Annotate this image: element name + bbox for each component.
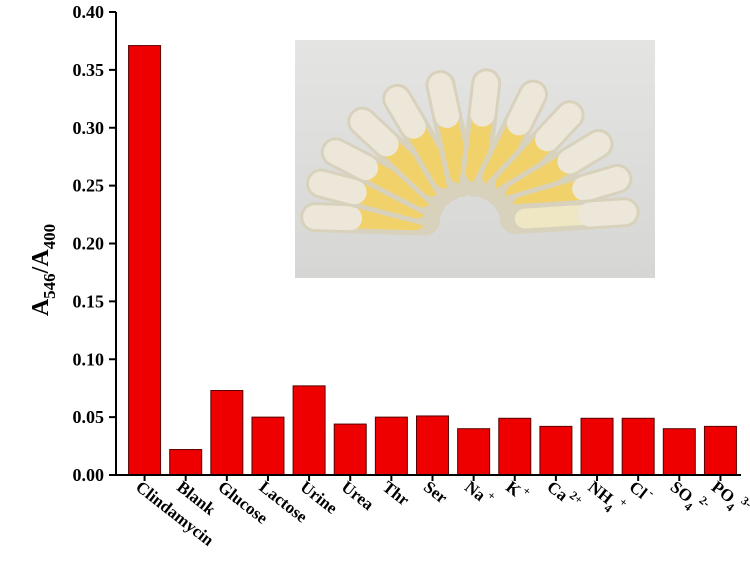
tube-cap bbox=[577, 200, 637, 227]
x-category-label: Na+ bbox=[461, 474, 499, 510]
y-tick-label: 0.00 bbox=[73, 465, 105, 485]
tube-cap bbox=[572, 166, 630, 201]
bar bbox=[210, 390, 244, 476]
tube-cap bbox=[535, 103, 582, 152]
bar bbox=[662, 428, 696, 476]
tube-cap bbox=[309, 171, 367, 205]
tube-cap bbox=[428, 73, 460, 128]
bar bbox=[251, 416, 285, 476]
tube-cap bbox=[303, 205, 363, 231]
bar bbox=[416, 415, 449, 476]
x-category-label: Cl- bbox=[626, 474, 658, 506]
tube-cap bbox=[557, 131, 611, 174]
inset-photo-sample-tubes bbox=[295, 40, 655, 278]
y-tick-label: 0.20 bbox=[73, 234, 105, 254]
x-category-label: NH4 + bbox=[581, 474, 630, 521]
tube-cap bbox=[323, 140, 379, 180]
x-category-label: K+ bbox=[502, 474, 534, 506]
bar bbox=[169, 449, 203, 476]
bar bbox=[703, 425, 737, 476]
y-tick-label: 0.30 bbox=[73, 118, 105, 138]
x-category-label: SO4 2- bbox=[664, 474, 713, 521]
y-tick-label: 0.10 bbox=[73, 349, 105, 369]
tube-cap bbox=[350, 109, 399, 157]
y-tick-label: 0.40 bbox=[73, 2, 105, 22]
x-category-label: Thr bbox=[379, 477, 413, 510]
bar bbox=[539, 425, 573, 476]
x-category-label: Ca2+ bbox=[543, 474, 585, 514]
x-category-label: Urea bbox=[338, 477, 378, 514]
x-category-label: Ser bbox=[420, 477, 451, 507]
tube-cap bbox=[470, 71, 499, 127]
tube-cap bbox=[385, 86, 426, 139]
bar bbox=[621, 417, 655, 476]
bar bbox=[292, 385, 326, 476]
bar bbox=[580, 417, 614, 476]
bar bbox=[498, 417, 532, 476]
bar bbox=[374, 416, 408, 476]
bar bbox=[128, 45, 162, 476]
y-tick-label: 0.05 bbox=[73, 407, 105, 427]
bar bbox=[457, 428, 491, 476]
y-tick-label: 0.15 bbox=[73, 291, 105, 311]
y-tick-label: 0.35 bbox=[73, 60, 105, 80]
y-tick-label: 0.25 bbox=[73, 176, 105, 196]
y-axis-label: A546/A400 bbox=[28, 224, 59, 316]
tube-cap bbox=[506, 82, 546, 136]
bar bbox=[333, 423, 367, 476]
